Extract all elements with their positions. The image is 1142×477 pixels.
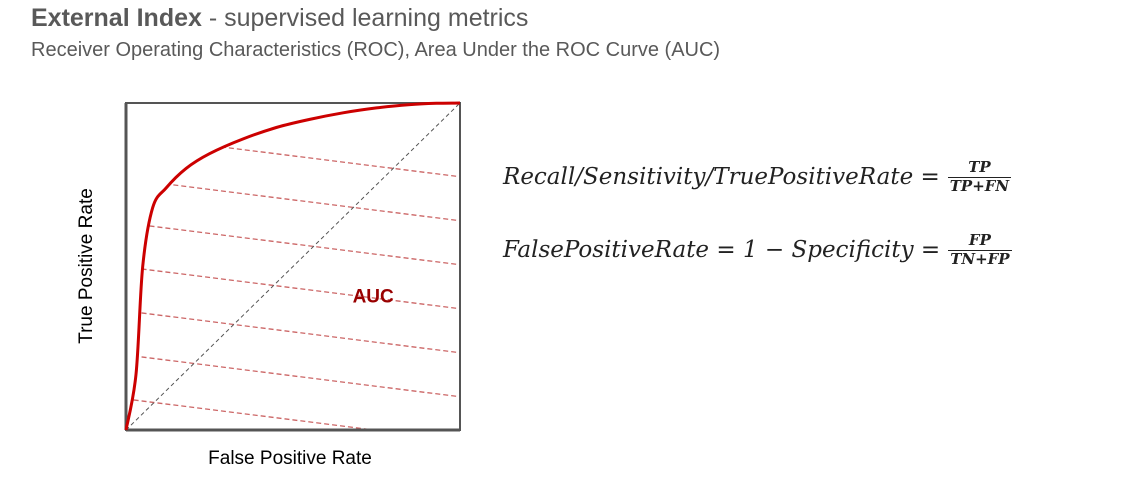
auc-hatch-line [126, 173, 460, 223]
auc-hatch [126, 129, 460, 430]
auc-hatch-line [126, 261, 460, 311]
recall-formula-lhs: Recall/Sensitivity/TruePositiveRate = [503, 164, 940, 191]
fpr-numerator: FP [968, 231, 991, 249]
auc-hatch-line [126, 217, 460, 267]
recall-numerator: TP [968, 158, 991, 176]
y-axis-label: True Positive Rate [76, 188, 97, 344]
auc-hatch-line [126, 349, 460, 399]
title-rest: - supervised learning metrics [201, 4, 529, 32]
roc-curve [124, 101, 461, 431]
auc-hatch-line [126, 393, 460, 430]
title-bold: External Index [31, 4, 202, 32]
random-classifier-line [125, 102, 461, 431]
recall-denominator: TP+FN [947, 176, 1012, 195]
x-axis-label: False Positive Rate [208, 448, 372, 469]
auc-hatch-line [126, 129, 460, 179]
recall-formula: Recall/Sensitivity/TruePositiveRate = TP… [503, 158, 1012, 195]
fpr-formula-lhs: FalsePositiveRate = 1 − Specificity = [503, 237, 941, 264]
fpr-denominator: TN+FP [948, 249, 1012, 268]
fpr-fraction: FP TN+FP [948, 231, 1012, 268]
auc-label: AUC [353, 286, 394, 307]
page-title: External Index - supervised learning met… [31, 4, 528, 33]
page-subtitle: Receiver Operating Characteristics (ROC)… [31, 39, 721, 61]
auc-hatch-line [126, 305, 460, 355]
recall-fraction: TP TP+FN [947, 158, 1012, 195]
fpr-formula: FalsePositiveRate = 1 − Specificity = FP… [503, 231, 1012, 268]
